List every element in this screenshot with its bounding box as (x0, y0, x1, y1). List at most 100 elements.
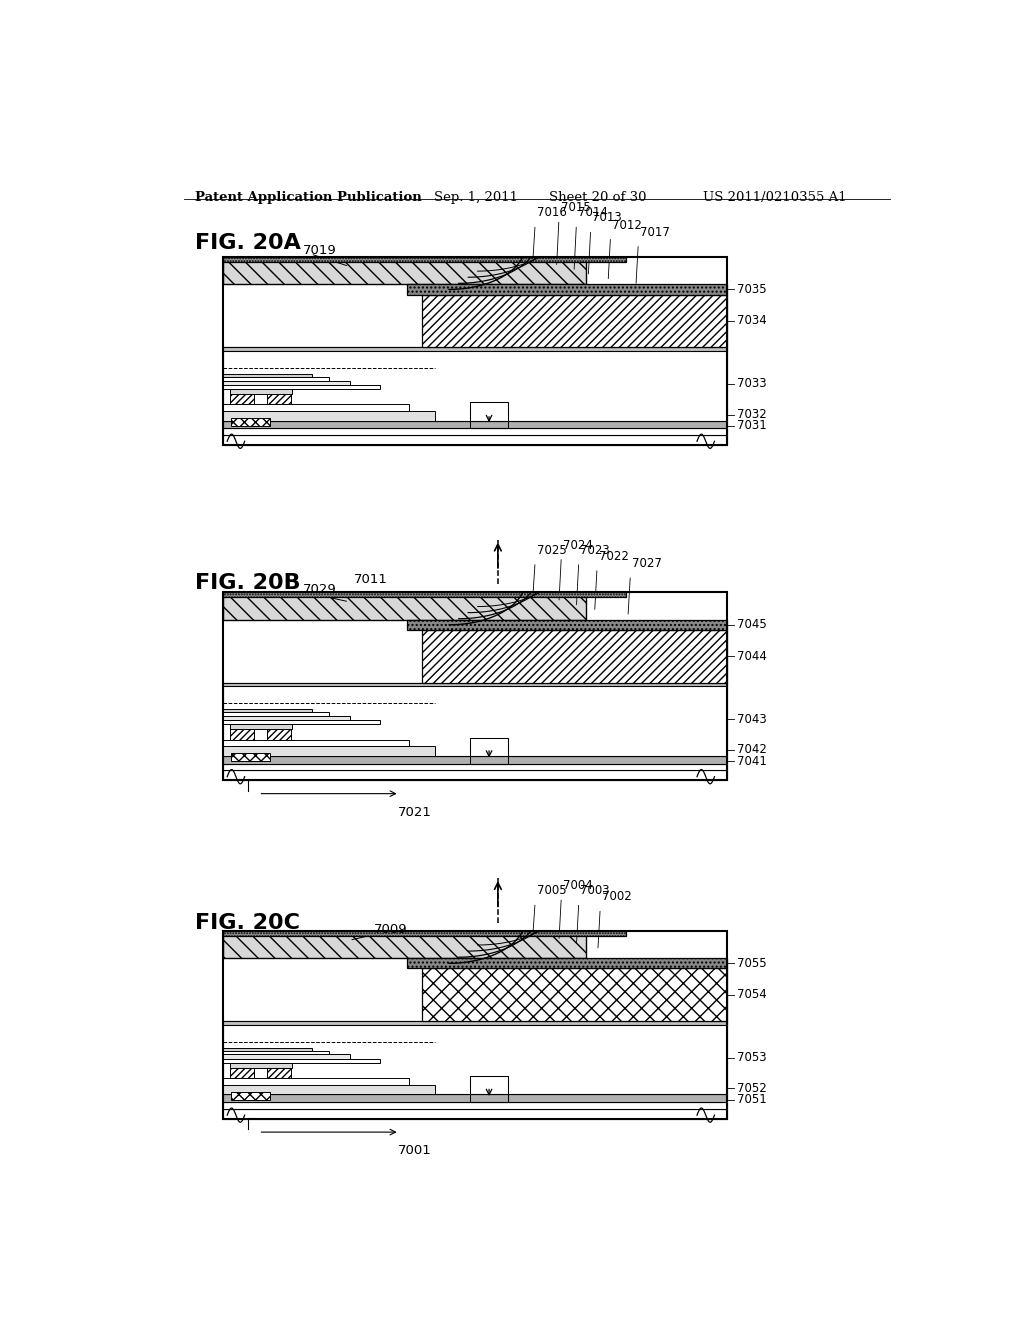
Bar (223, 257, 727, 445)
Bar (229, 393, 254, 404)
Bar (266, 393, 291, 404)
Bar (223, 1094, 727, 1102)
Text: 7005: 7005 (537, 884, 566, 898)
Bar (223, 756, 727, 763)
Bar (223, 739, 410, 746)
Bar (223, 378, 329, 380)
Bar (266, 1068, 291, 1078)
Text: 7025: 7025 (537, 544, 566, 557)
Text: 7001: 7001 (398, 1144, 431, 1158)
Text: Sep. 1, 2011: Sep. 1, 2011 (433, 191, 517, 203)
Text: 7016: 7016 (537, 206, 566, 219)
Bar (230, 752, 269, 762)
Bar (223, 347, 727, 421)
Bar (229, 725, 292, 729)
Text: 7013: 7013 (592, 211, 622, 224)
Text: 7021: 7021 (397, 805, 432, 818)
Text: 7044: 7044 (736, 649, 767, 663)
Bar (223, 347, 727, 351)
Bar (223, 421, 727, 428)
Text: 7055: 7055 (736, 957, 766, 970)
Text: FIG. 20C: FIG. 20C (196, 912, 300, 932)
Text: 7029: 7029 (303, 583, 336, 597)
Bar (470, 738, 508, 763)
Bar (408, 284, 727, 294)
Bar (223, 1109, 727, 1119)
Text: 7041: 7041 (736, 755, 767, 768)
Bar (470, 403, 508, 428)
Text: 7043: 7043 (736, 713, 766, 726)
Bar (223, 1022, 727, 1024)
Bar (223, 1059, 380, 1063)
Text: 7031: 7031 (736, 420, 766, 433)
Text: 7019: 7019 (303, 244, 336, 257)
Bar (223, 682, 727, 756)
Bar (223, 593, 727, 780)
Text: 7009: 7009 (374, 923, 408, 936)
Bar (223, 434, 727, 445)
Bar (229, 1063, 292, 1068)
Bar (223, 1048, 312, 1051)
Bar (223, 1085, 435, 1094)
Text: Sheet 20 of 30: Sheet 20 of 30 (549, 191, 646, 203)
Text: 7032: 7032 (736, 408, 766, 421)
Bar (223, 1051, 329, 1055)
Bar (266, 729, 291, 739)
Text: 7011: 7011 (354, 573, 388, 586)
Text: FIG. 20B: FIG. 20B (196, 573, 301, 593)
Text: 7012: 7012 (612, 219, 642, 231)
Text: FIG. 20A: FIG. 20A (196, 232, 301, 252)
Bar (229, 1068, 254, 1078)
Bar (223, 374, 312, 378)
Bar (223, 713, 329, 715)
Bar (223, 763, 727, 770)
Bar (223, 719, 380, 725)
Bar (223, 709, 312, 713)
Text: 7027: 7027 (632, 557, 662, 570)
Text: 7015: 7015 (560, 202, 590, 214)
Bar (230, 1092, 269, 1100)
Bar (223, 593, 627, 597)
Text: 7022: 7022 (599, 550, 629, 562)
Text: 7023: 7023 (581, 544, 610, 557)
Text: 7034: 7034 (736, 314, 766, 327)
Bar (408, 619, 727, 630)
Text: 7054: 7054 (736, 989, 766, 1002)
Text: 7035: 7035 (736, 282, 766, 296)
Bar (223, 411, 435, 421)
Bar (223, 593, 586, 619)
Bar (470, 1076, 508, 1102)
Bar (229, 388, 292, 393)
Bar (223, 931, 627, 936)
Text: 7042: 7042 (736, 743, 767, 756)
Bar (223, 384, 380, 388)
Bar (223, 1078, 410, 1085)
Text: 7014: 7014 (578, 206, 608, 219)
Text: 7017: 7017 (640, 226, 670, 239)
Bar (223, 715, 350, 719)
Bar (223, 257, 627, 261)
Bar (408, 958, 727, 969)
Bar (422, 294, 727, 347)
Text: 7052: 7052 (736, 1082, 766, 1094)
Text: US 2011/0210355 A1: US 2011/0210355 A1 (703, 191, 847, 203)
Bar (223, 770, 727, 780)
Text: 7045: 7045 (736, 618, 766, 631)
Bar (223, 1055, 350, 1059)
Text: 7002: 7002 (602, 891, 632, 903)
Text: Patent Application Publication: Patent Application Publication (196, 191, 422, 203)
Bar (223, 380, 350, 384)
Text: 7053: 7053 (736, 1051, 766, 1064)
Bar (223, 1102, 727, 1109)
Bar (223, 746, 435, 756)
Bar (223, 931, 727, 1119)
Bar (422, 969, 727, 1022)
Bar (229, 729, 254, 739)
Text: 7033: 7033 (736, 378, 766, 391)
Bar (223, 682, 727, 686)
Text: 7051: 7051 (736, 1093, 766, 1106)
Text: 7024: 7024 (563, 539, 593, 552)
Text: 7003: 7003 (581, 884, 610, 898)
Bar (223, 1022, 727, 1094)
Text: 7004: 7004 (563, 879, 593, 892)
